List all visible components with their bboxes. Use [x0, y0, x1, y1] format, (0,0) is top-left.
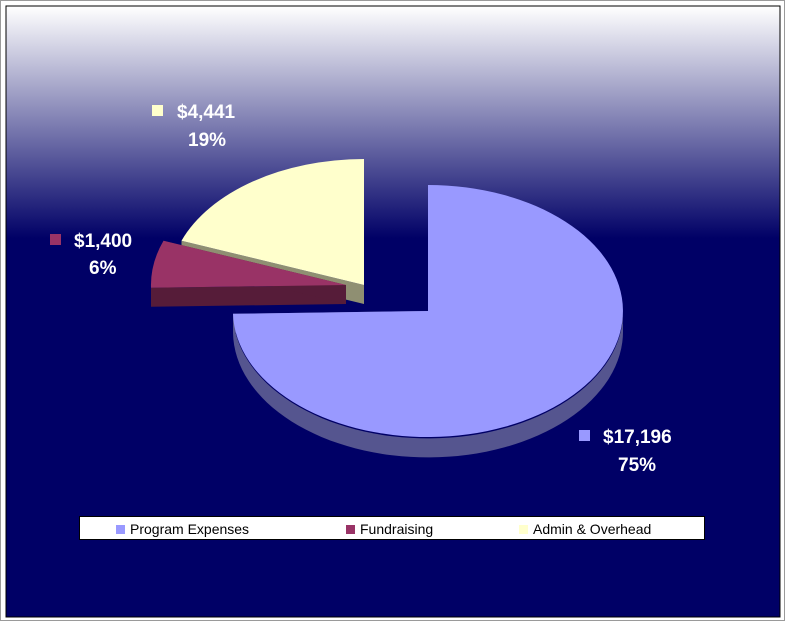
legend-item-program: Program Expenses — [116, 520, 249, 538]
legend-label-admin: Admin & Overhead — [533, 521, 651, 537]
label-swatch-fundraising — [50, 234, 61, 245]
legend-item-fundraising: Fundraising — [346, 520, 433, 538]
value-label-fundraising: $1,400 — [74, 231, 132, 252]
legend-swatch-program — [116, 525, 125, 534]
label-swatch-program — [579, 430, 590, 441]
legend-swatch-fundraising — [346, 525, 355, 534]
percent-label-fundraising: 6% — [89, 258, 117, 279]
legend-swatch-admin — [519, 525, 528, 534]
legend: Program Expenses Fundraising Admin & Ove… — [79, 516, 705, 540]
label-swatch-admin — [152, 105, 163, 116]
legend-item-admin: Admin & Overhead — [519, 520, 651, 538]
legend-label-fundraising: Fundraising — [360, 521, 433, 537]
value-label-program: $17,196 — [603, 427, 672, 448]
percent-label-admin: 19% — [188, 130, 226, 151]
percent-label-program: 75% — [618, 455, 656, 476]
legend-label-program: Program Expenses — [130, 521, 249, 537]
value-label-admin: $4,441 — [177, 102, 236, 123]
